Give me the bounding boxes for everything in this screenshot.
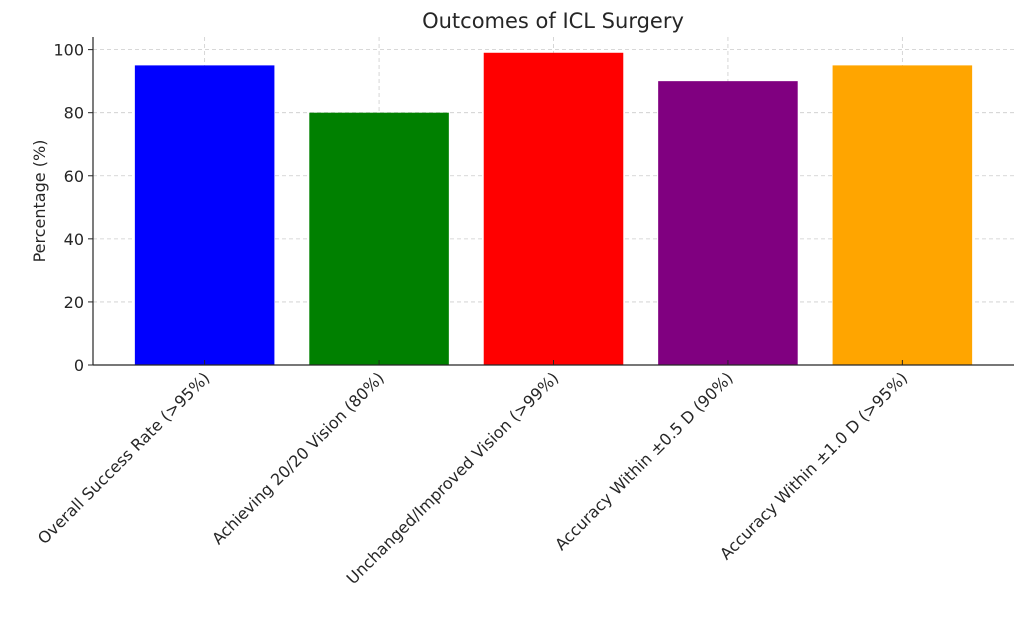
chart-title: Outcomes of ICL Surgery: [422, 9, 684, 33]
y-tick-label: 40: [64, 230, 84, 249]
y-tick-label: 0: [74, 356, 84, 375]
bar: [309, 112, 449, 365]
x-tick-label: Unchanged/Improved Vision (>99%): [343, 368, 563, 588]
y-axis-label: Percentage (%): [30, 140, 49, 263]
y-tick-label: 80: [64, 104, 84, 123]
x-tick-label: Accuracy Within ±1.0 D (>95%): [716, 368, 911, 563]
bar: [134, 65, 275, 365]
bar: [483, 52, 624, 366]
bar: [658, 81, 798, 366]
y-tick-label: 60: [64, 167, 84, 186]
x-tick-label: Overall Success Rate (>95%): [34, 368, 214, 548]
y-tick-label: 20: [64, 293, 84, 312]
y-tick-label: 100: [53, 41, 84, 60]
bar: [832, 65, 973, 365]
x-tick-label: Accuracy Within ±0.5 D (90%): [551, 368, 737, 554]
x-tick-label: Achieving 20/20 Vision (80%): [208, 368, 388, 548]
